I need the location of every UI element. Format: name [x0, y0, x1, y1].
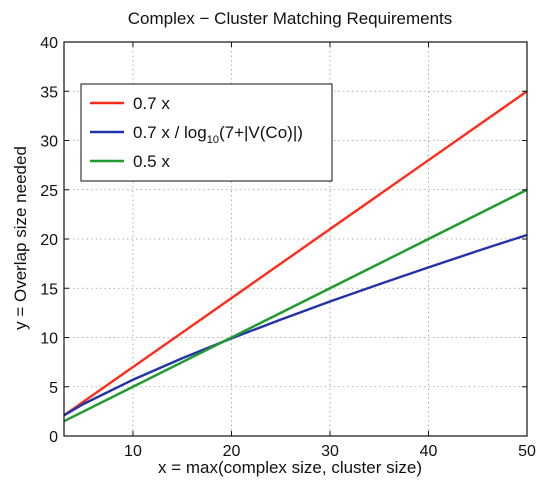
series-line-2 — [63, 233, 528, 417]
y-tick-label: 40 — [40, 35, 58, 52]
y-tick-label: 30 — [40, 134, 58, 151]
x-tick-label: 20 — [223, 443, 241, 460]
legend-label: 0.7 x — [133, 94, 170, 113]
y-tick-label: 20 — [40, 232, 58, 249]
x-tick-label: 30 — [321, 443, 339, 460]
series-lines — [63, 90, 528, 423]
y-tick-label: 5 — [49, 380, 58, 397]
y-tick-label: 35 — [40, 84, 58, 101]
y-tick-label: 10 — [40, 331, 58, 348]
y-tick-label: 0 — [49, 429, 58, 446]
x-axis-title: x = max(complex size, cluster size) — [158, 458, 422, 477]
y-tick-label: 25 — [40, 183, 58, 200]
x-tick-label: 50 — [518, 443, 536, 460]
y-tick-label: 15 — [40, 281, 58, 298]
axis-ticks: 10 20 30 40 50 0 5 10 15 20 25 30 35 40 — [40, 35, 536, 460]
legend-label: 0.5 x — [133, 152, 170, 171]
legend-label: 0.7 x / log10(7+|V(Co)|) — [133, 123, 303, 146]
legend: 0.7 x 0.7 x / log10(7+|V(Co)|) 0.5 x — [80, 83, 333, 182]
x-tick-label: 40 — [420, 443, 438, 460]
y-axis-title: y = Overlap size needed — [11, 146, 30, 330]
series-line-1 — [63, 90, 528, 417]
x-tick-label: 10 — [124, 443, 142, 460]
series-line-3 — [63, 188, 528, 423]
chart-title: Complex − Cluster Matching Requirements — [128, 9, 453, 28]
